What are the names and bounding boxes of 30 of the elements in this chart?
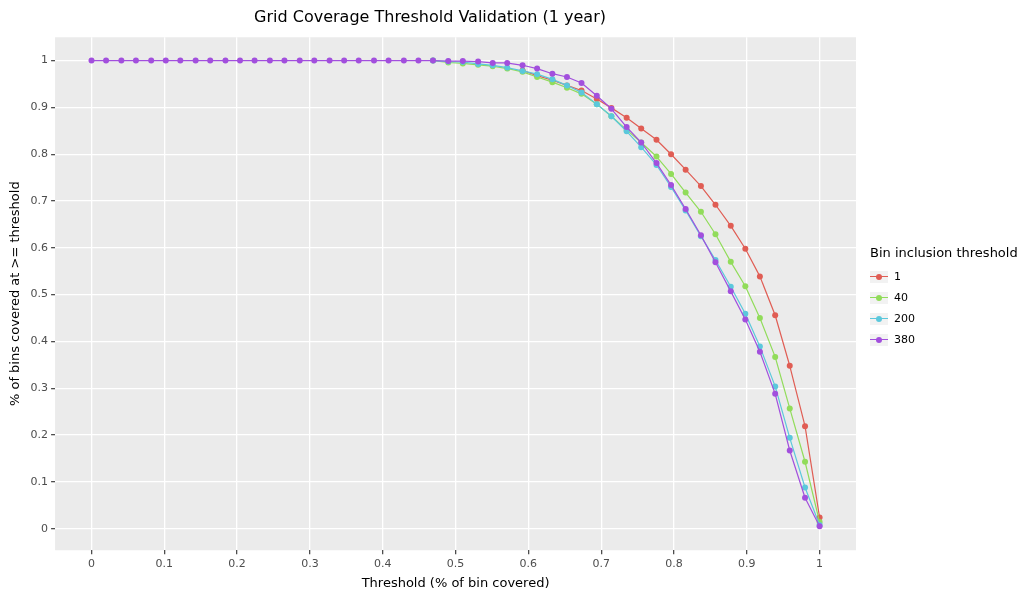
y-axis-title: % of bins covered at >= threshold — [7, 181, 23, 407]
y-tick-label: 0.1 — [30, 474, 49, 488]
y-tick-label: 0.6 — [30, 240, 49, 254]
x-tick-label: 0.8 — [665, 556, 683, 570]
y-tick-label: 0.7 — [30, 193, 49, 207]
y-tick-label: 0.9 — [30, 100, 49, 114]
x-tick-label: 0.5 — [446, 556, 465, 570]
y-tick-label: 1 — [41, 53, 49, 67]
legend-label: 40 — [894, 291, 908, 304]
legend-title: Bin inclusion threshold — [870, 245, 1018, 260]
y-tick-label: 0.8 — [30, 147, 49, 161]
x-tick-label: 0.3 — [301, 556, 319, 570]
x-tick-label: 1 — [816, 556, 824, 570]
legend-label: 1 — [894, 270, 901, 283]
x-tick-label: 0.9 — [738, 556, 756, 570]
chart-title: Grid Coverage Threshold Validation (1 year) — [254, 6, 606, 26]
x-axis-title: Threshold (% of bin covered) — [360, 574, 550, 590]
y-tick-label: 0.5 — [30, 287, 49, 301]
x-tick-label: 0 — [88, 556, 95, 570]
x-tick-label: 0.4 — [373, 556, 392, 570]
x-tick-label: 0.6 — [519, 556, 538, 570]
y-tick-label: 0.2 — [30, 427, 49, 441]
x-tick-label: 0.2 — [228, 556, 246, 570]
y-tick-label: 0.3 — [30, 381, 49, 395]
x-tick-label: 0.1 — [155, 556, 174, 570]
x-tick-label: 0.7 — [592, 556, 610, 570]
legend-label: 380 — [894, 333, 915, 346]
y-tick-label: 0 — [41, 521, 49, 535]
legend-label: 200 — [894, 312, 915, 325]
y-tick-label: 0.4 — [30, 334, 49, 348]
